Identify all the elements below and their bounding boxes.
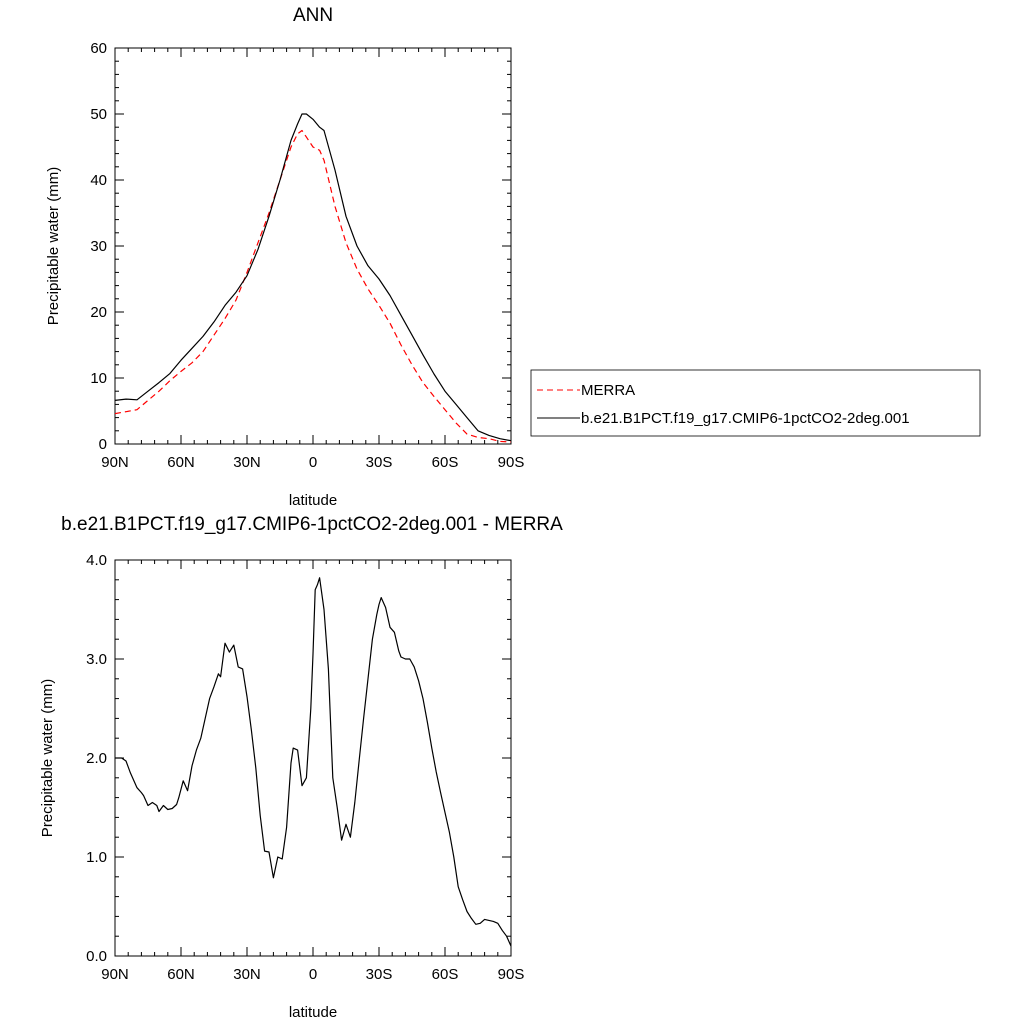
x-tick-label: 90N [101,966,129,983]
y-tick-labels: 0.0 1.0 2.0 3.0 4.0 [86,552,107,965]
x-tick-label: 0 [309,454,317,471]
series-line-0 [115,577,512,947]
legend-label-merra: MERRA [581,382,635,399]
series-line-1 [114,113,512,442]
y-tick-label: 4.0 [86,552,107,569]
x-tick-label: 60S [432,966,459,983]
x-tick-labels: 90N 60N 30N 0 30S 60S 90S [101,966,524,983]
plot-frame [114,47,512,445]
y-tick-labels: 0 10 20 30 40 50 60 [90,40,107,453]
x-tick-labels: 90N 60N 30N 0 30S 60S 90S [101,454,524,471]
x-tick-label: 30N [233,454,261,471]
x-tick-label: 90N [101,454,129,471]
plot-frame [114,559,512,957]
y-tick-label: 20 [90,304,107,321]
x-tick-label: 60N [167,454,195,471]
x-tick-label: 30S [366,966,393,983]
y-tick-label: 50 [90,106,107,123]
x-tick-label: 90S [498,454,525,471]
series-line-0 [114,129,512,443]
x-axis-label: latitude [289,492,337,509]
series-lines [114,113,512,443]
series-lines [115,577,512,947]
chart-title: b.e21.B1PCT.f19_g17.CMIP6-1pctCO2-2deg.0… [61,514,563,535]
chart-title: ANN [293,5,333,26]
y-tick-label: 0.0 [86,948,107,965]
y-tick-label: 3.0 [86,651,107,668]
y-axis-label: Precipitable water (mm) [45,167,62,325]
legend-label-model: b.e21.B1PCT.f19_g17.CMIP6-1pctCO2-2deg.0… [581,410,910,427]
x-tick-label: 60N [167,966,195,983]
axis-ticks [114,47,512,445]
y-axis-label: Precipitable water (mm) [39,679,56,837]
legend-box [530,369,981,437]
y-tick-label: 10 [90,370,107,387]
chart-annual-mean: ANN 0 10 20 30 40 50 60 90N 60N 30N 0 30S 60S 90S la… [45,5,981,509]
chart-difference: b.e21.B1PCT.f19_g17.CMIP6-1pctCO2-2deg.0… [39,514,563,1021]
y-tick-label: 0 [99,436,107,453]
x-axis-label: latitude [289,1004,337,1021]
legend: MERRA b.e21.B1PCT.f19_g17.CMIP6-1pctCO2-… [530,369,981,437]
x-tick-label: 60S [432,454,459,471]
x-tick-label: 30S [366,454,393,471]
x-tick-label: 90S [498,966,525,983]
x-tick-label: 30N [233,966,261,983]
y-tick-label: 40 [90,172,107,189]
y-tick-label: 30 [90,238,107,255]
x-tick-label: 0 [309,966,317,983]
y-tick-label: 60 [90,40,107,57]
y-tick-label: 2.0 [86,750,107,767]
axis-ticks [114,559,512,957]
y-tick-label: 1.0 [86,849,107,866]
